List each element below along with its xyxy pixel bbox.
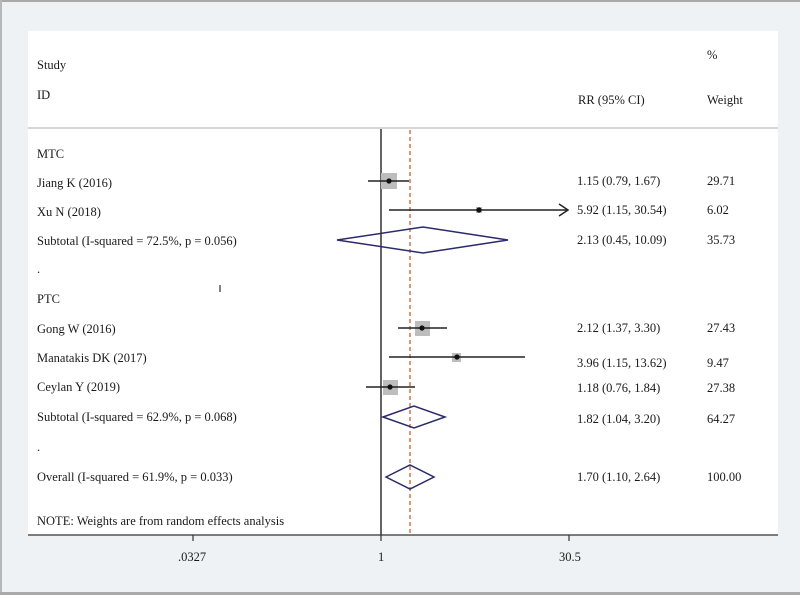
subtotal-label: Subtotal (I-squared = 72.5%, p = 0.056) <box>37 234 237 248</box>
plot-panel <box>28 31 778 535</box>
study-point-estimate <box>387 384 393 390</box>
group-label-ptc: PTC <box>37 292 60 306</box>
subtotal-label: Subtotal (I-squared = 62.9%, p = 0.068) <box>37 410 237 424</box>
study-point-estimate <box>476 207 482 213</box>
study-label: Manatakis DK (2017) <box>37 351 147 365</box>
weight-value: 64.27 <box>707 412 736 426</box>
axis-tick-label: 1 <box>378 550 385 564</box>
header-separator <box>28 127 778 129</box>
id-header-label: ID <box>37 88 51 102</box>
study-label: Xu N (2018) <box>37 205 101 219</box>
weight-header-label: Weight <box>707 93 743 107</box>
weight-value: 27.43 <box>707 321 736 335</box>
note-text: NOTE: Weights are from random effects an… <box>37 514 285 528</box>
study-point-estimate <box>419 325 425 331</box>
study-label: Jiang K (2016) <box>37 176 112 190</box>
window-top-border <box>0 0 800 2</box>
ci-value: 1.15 (0.79, 1.67) <box>577 174 661 188</box>
group-label-mtc: MTC <box>37 147 65 161</box>
percent-header-label: % <box>707 48 718 62</box>
weight-value: 27.38 <box>707 381 736 395</box>
weight-value: 29.71 <box>707 174 736 188</box>
spacer-dot: . <box>37 262 41 276</box>
ci-value: 1.18 (0.76, 1.84) <box>577 381 661 395</box>
subtotal-diamond <box>380 405 448 429</box>
study-label: Ceylan Y (2019) <box>37 380 121 394</box>
ci-value: 1.82 (1.04, 3.20) <box>577 412 661 426</box>
study-point-estimate <box>386 178 392 184</box>
ci-value: 3.96 (1.15, 13.62) <box>577 356 667 370</box>
weight-value: 35.73 <box>707 233 736 247</box>
axis-tick-label: .0327 <box>178 550 207 564</box>
ci-value: 5.92 (1.15, 30.54) <box>577 203 667 217</box>
overall-diamond <box>384 464 436 490</box>
window-left-border <box>0 0 2 595</box>
ci-value: 1.70 (1.10, 2.64) <box>577 470 661 484</box>
spacer-dot: . <box>37 440 41 454</box>
study-header-label: Study <box>37 58 67 72</box>
study-point-estimate <box>454 354 460 360</box>
ci-value: 2.12 (1.37, 3.30) <box>577 321 661 335</box>
study-label: Gong W (2016) <box>37 322 116 336</box>
axis-tick-label: 30.5 <box>559 550 581 564</box>
ci-header-label: RR (95% CI) <box>578 93 645 107</box>
window-bottom-border <box>0 592 800 595</box>
weight-value: 6.02 <box>707 203 729 217</box>
ci-value: 2.13 (0.45, 10.09) <box>577 233 667 247</box>
weight-value: 9.47 <box>707 356 729 370</box>
overall-label: Overall (I-squared = 61.9%, p = 0.033) <box>37 470 233 484</box>
subtotal-diamond <box>336 226 509 254</box>
arrow-right-icon <box>558 203 570 217</box>
weight-value: 100.00 <box>707 470 742 484</box>
